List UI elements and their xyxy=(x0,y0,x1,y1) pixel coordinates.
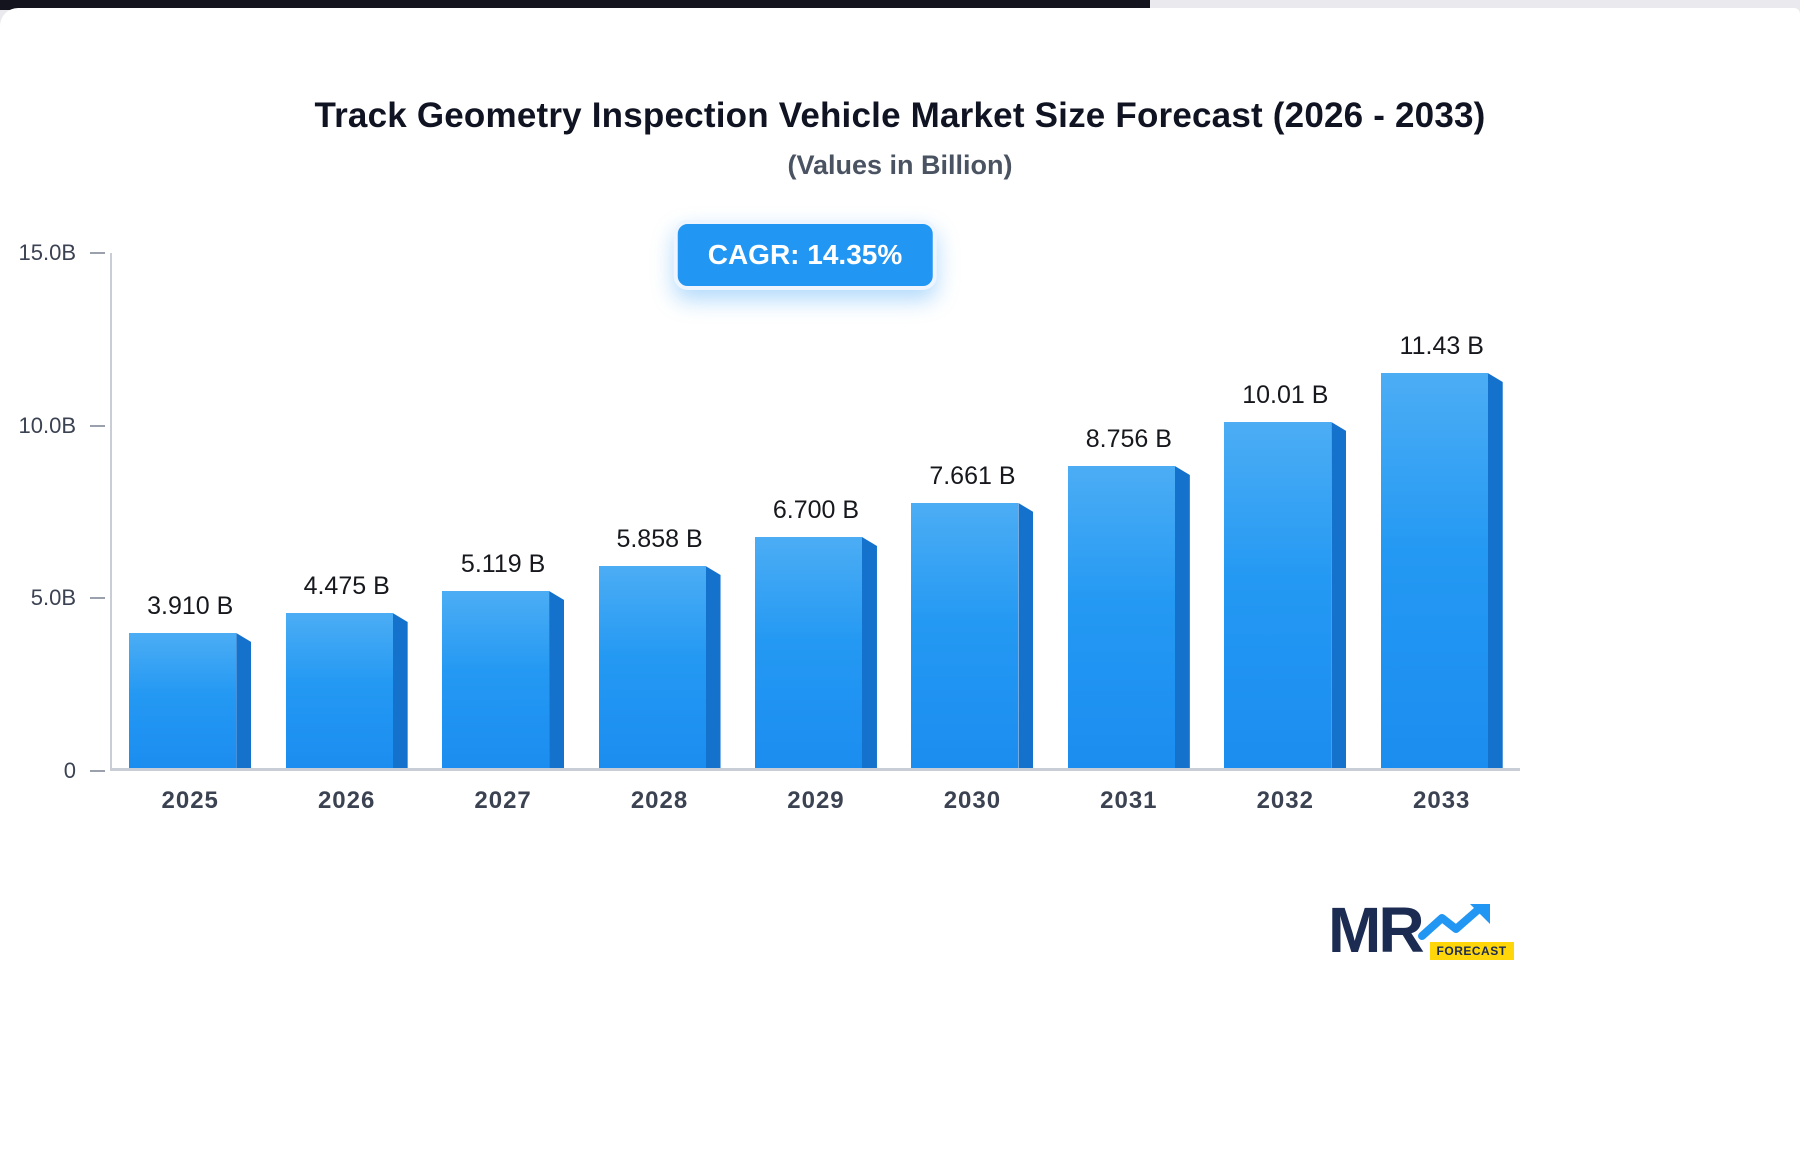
x-axis-label: 2033 xyxy=(1413,787,1471,814)
x-axis-label: 2028 xyxy=(630,787,689,814)
bar xyxy=(285,613,408,768)
plot-area: 3.910 B 2025 4.475 B 2026 5.119 B 2027 5.858 B… xyxy=(19,240,1520,814)
bar-value-label: 4.475 B xyxy=(303,572,390,600)
trend-arrow-icon xyxy=(1417,904,1490,940)
y-axis-label: 15.0B xyxy=(18,240,77,265)
x-axis-label: 2025 xyxy=(161,787,219,814)
x-axis-label: 2027 xyxy=(474,787,532,814)
page-subtitle: (Values in Billion) xyxy=(787,150,1013,180)
bar-front-face xyxy=(129,633,237,768)
bar-value-label: 5.119 B xyxy=(460,550,546,578)
bar-value-label: 3.910 B xyxy=(147,592,234,620)
cagr-badge: CAGR: 14.35% xyxy=(673,220,937,290)
bar xyxy=(442,591,565,768)
y-axis-label: 0 xyxy=(63,758,76,783)
bar-chart: 3.910 B 2025 4.475 B 2026 5.119 B 2027 5.858 B… xyxy=(19,240,1520,814)
bar-group: 11.43 B 2033 xyxy=(1367,253,1517,814)
bar-front-face xyxy=(754,537,862,768)
logo-text: MR xyxy=(1328,894,1425,966)
bar-value-label: 11.43 B xyxy=(1399,332,1484,360)
bar-group: 5.119 B 2027 xyxy=(428,253,578,814)
y-tick-mark xyxy=(90,252,105,254)
bar xyxy=(1380,373,1503,768)
bar-value-label: 7.661 B xyxy=(929,462,1016,490)
bar xyxy=(754,537,877,768)
x-axis-label: 2030 xyxy=(943,787,1002,814)
logo-forecast-tag: FORECAST xyxy=(1429,942,1514,960)
bar-value-label: 8.756 B xyxy=(1085,425,1172,453)
bar-group: 3.910 B 2025 xyxy=(115,253,265,814)
bar-front-face xyxy=(1224,422,1332,768)
bar-side-shade xyxy=(1018,503,1034,768)
x-axis-label: 2026 xyxy=(317,787,376,814)
bar-side-shade xyxy=(1174,466,1190,768)
logo: MR FORECAST xyxy=(1328,894,1514,966)
bar-side-shade xyxy=(236,633,252,768)
bar-value-label: 10.01 B xyxy=(1242,381,1329,409)
x-axis-label: 2032 xyxy=(1256,787,1314,814)
bar-group: 6.700 B 2029 xyxy=(741,253,891,814)
bar-side-shade xyxy=(1331,422,1347,768)
x-axis-label: 2029 xyxy=(787,787,845,814)
x-axis-label: 2031 xyxy=(1100,787,1158,814)
bar-front-face xyxy=(285,613,393,768)
y-axis-label: 10.0B xyxy=(18,412,77,438)
bar-front-face xyxy=(442,591,550,768)
y-axis-label: 5.0B xyxy=(30,585,76,611)
bar-group: 10.01 B 2032 xyxy=(1210,253,1360,814)
bar-side-shade xyxy=(1487,373,1503,768)
bar xyxy=(1067,466,1190,768)
bar-front-face xyxy=(911,503,1019,768)
bar xyxy=(129,633,252,768)
logo-art: FORECAST xyxy=(1417,902,1514,960)
page-title: Track Geometry Inspection Vehicle Market… xyxy=(314,96,1486,135)
bar-group: 8.756 B 2031 xyxy=(1054,253,1204,814)
bar-front-face xyxy=(1067,466,1175,768)
bar-side-shade xyxy=(549,591,565,768)
bars-container: 3.910 B 2025 4.475 B 2026 5.119 B 2027 5.858 B… xyxy=(112,253,1520,814)
y-tick-mark xyxy=(90,424,105,427)
bar xyxy=(598,566,721,768)
bar-side-shade xyxy=(705,566,721,768)
bar-group: 7.661 B 2030 xyxy=(897,253,1047,814)
bar-value-label: 6.700 B xyxy=(772,496,860,524)
bar-front-face xyxy=(598,566,706,768)
bar-front-face xyxy=(1380,373,1488,768)
bar-value-label: 5.858 B xyxy=(616,525,703,553)
top-dark-strip xyxy=(0,0,1150,10)
y-tick-mark xyxy=(90,770,105,772)
bar-group: 5.858 B 2028 xyxy=(585,253,735,814)
bar xyxy=(1224,422,1347,768)
bar-group: 4.475 B 2026 xyxy=(272,253,422,814)
bar-side-shade xyxy=(861,537,877,768)
y-tick-mark xyxy=(90,597,105,600)
chart-page: Track Geometry Inspection Vehicle Market… xyxy=(0,8,1800,1156)
bar xyxy=(911,503,1034,768)
bar-side-shade xyxy=(392,613,408,768)
